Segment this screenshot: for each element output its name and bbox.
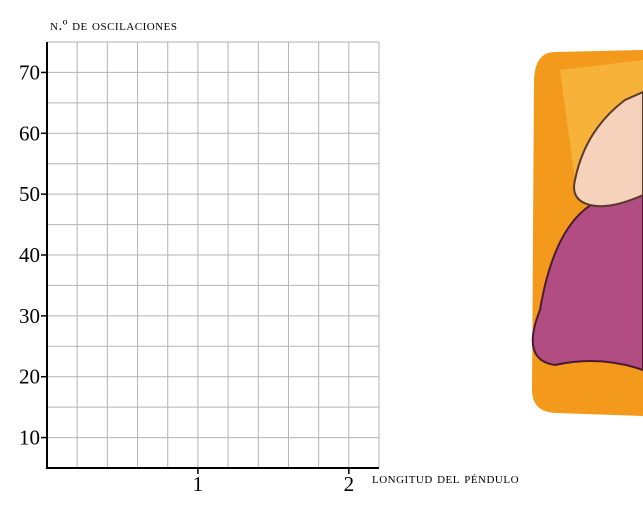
y-tick-label: 50 — [19, 182, 40, 206]
x-tick-label: 2 — [344, 472, 355, 496]
illustration-hand — [573, 90, 643, 208]
illustration-arm — [531, 188, 643, 372]
illustration — [531, 50, 643, 416]
y-tick-label: 10 — [19, 426, 40, 450]
y-tick-label: 20 — [19, 365, 40, 389]
y-tick-label: 40 — [19, 243, 40, 267]
x-tick-label: 1 — [193, 472, 204, 496]
y-tick-label: 70 — [19, 60, 40, 84]
y-axis-label: n.º de oscilaciones — [50, 18, 177, 34]
y-tick-label: 60 — [19, 121, 40, 145]
x-axis-label: longitud del péndulo — [372, 471, 519, 487]
y-tick-label: 30 — [19, 304, 40, 328]
